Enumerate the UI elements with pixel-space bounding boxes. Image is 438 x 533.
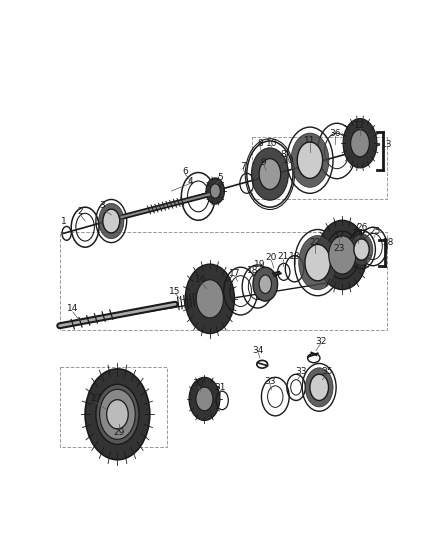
Text: 19: 19 xyxy=(254,260,265,269)
Text: 1: 1 xyxy=(61,217,67,227)
Text: 31: 31 xyxy=(214,383,226,392)
Text: 15: 15 xyxy=(170,287,181,296)
Text: 10: 10 xyxy=(283,157,294,165)
Text: 29: 29 xyxy=(113,427,125,437)
Ellipse shape xyxy=(259,159,281,189)
Text: 32: 32 xyxy=(315,337,326,346)
Ellipse shape xyxy=(297,142,323,179)
Text: 13: 13 xyxy=(381,140,393,149)
Ellipse shape xyxy=(107,400,128,429)
Text: 8: 8 xyxy=(257,139,263,148)
Ellipse shape xyxy=(299,236,336,290)
Ellipse shape xyxy=(329,236,356,274)
Text: 25: 25 xyxy=(370,227,381,236)
Text: 18: 18 xyxy=(247,266,259,275)
Ellipse shape xyxy=(196,387,213,411)
Ellipse shape xyxy=(305,245,330,281)
Ellipse shape xyxy=(350,234,373,265)
Text: 16: 16 xyxy=(195,275,206,284)
Text: 30: 30 xyxy=(193,379,204,388)
Text: 33: 33 xyxy=(264,377,276,386)
Ellipse shape xyxy=(354,239,369,260)
Text: 6: 6 xyxy=(182,167,188,176)
Ellipse shape xyxy=(185,264,234,334)
Text: 9: 9 xyxy=(261,158,267,167)
Ellipse shape xyxy=(259,275,272,294)
Text: 22: 22 xyxy=(309,238,320,247)
Ellipse shape xyxy=(99,204,124,239)
Ellipse shape xyxy=(251,148,288,200)
Ellipse shape xyxy=(310,374,328,400)
Text: 21: 21 xyxy=(277,252,289,261)
Text: 2: 2 xyxy=(78,207,83,216)
Ellipse shape xyxy=(351,130,369,157)
Text: 27: 27 xyxy=(90,394,102,403)
Text: 24: 24 xyxy=(353,229,364,238)
Ellipse shape xyxy=(96,384,139,445)
Ellipse shape xyxy=(85,369,150,460)
Text: 3: 3 xyxy=(99,201,105,210)
Text: 23: 23 xyxy=(333,244,345,253)
Text: 4: 4 xyxy=(188,176,194,185)
Text: 17: 17 xyxy=(333,231,345,240)
Ellipse shape xyxy=(103,209,120,233)
Ellipse shape xyxy=(253,267,278,301)
Text: 33: 33 xyxy=(295,367,307,376)
Text: 20: 20 xyxy=(266,254,277,262)
Text: 8: 8 xyxy=(280,150,286,159)
Ellipse shape xyxy=(305,368,333,407)
Text: 18: 18 xyxy=(289,252,300,261)
Ellipse shape xyxy=(318,220,367,289)
Text: 34: 34 xyxy=(253,346,264,355)
Text: 7: 7 xyxy=(240,162,246,171)
Text: 17: 17 xyxy=(229,269,240,278)
Text: 5: 5 xyxy=(217,173,223,182)
Ellipse shape xyxy=(291,133,329,188)
Ellipse shape xyxy=(100,389,135,439)
Ellipse shape xyxy=(189,377,220,421)
Text: 28: 28 xyxy=(383,238,394,247)
Text: 11: 11 xyxy=(304,136,316,146)
Ellipse shape xyxy=(210,184,220,198)
Text: 12: 12 xyxy=(354,121,366,130)
Text: 35: 35 xyxy=(321,367,332,376)
Text: 36: 36 xyxy=(329,129,340,138)
Text: 10: 10 xyxy=(266,139,277,148)
Text: 14: 14 xyxy=(67,304,78,313)
Text: 26: 26 xyxy=(357,223,368,232)
Ellipse shape xyxy=(196,280,223,318)
Ellipse shape xyxy=(206,178,224,204)
Ellipse shape xyxy=(343,119,377,168)
